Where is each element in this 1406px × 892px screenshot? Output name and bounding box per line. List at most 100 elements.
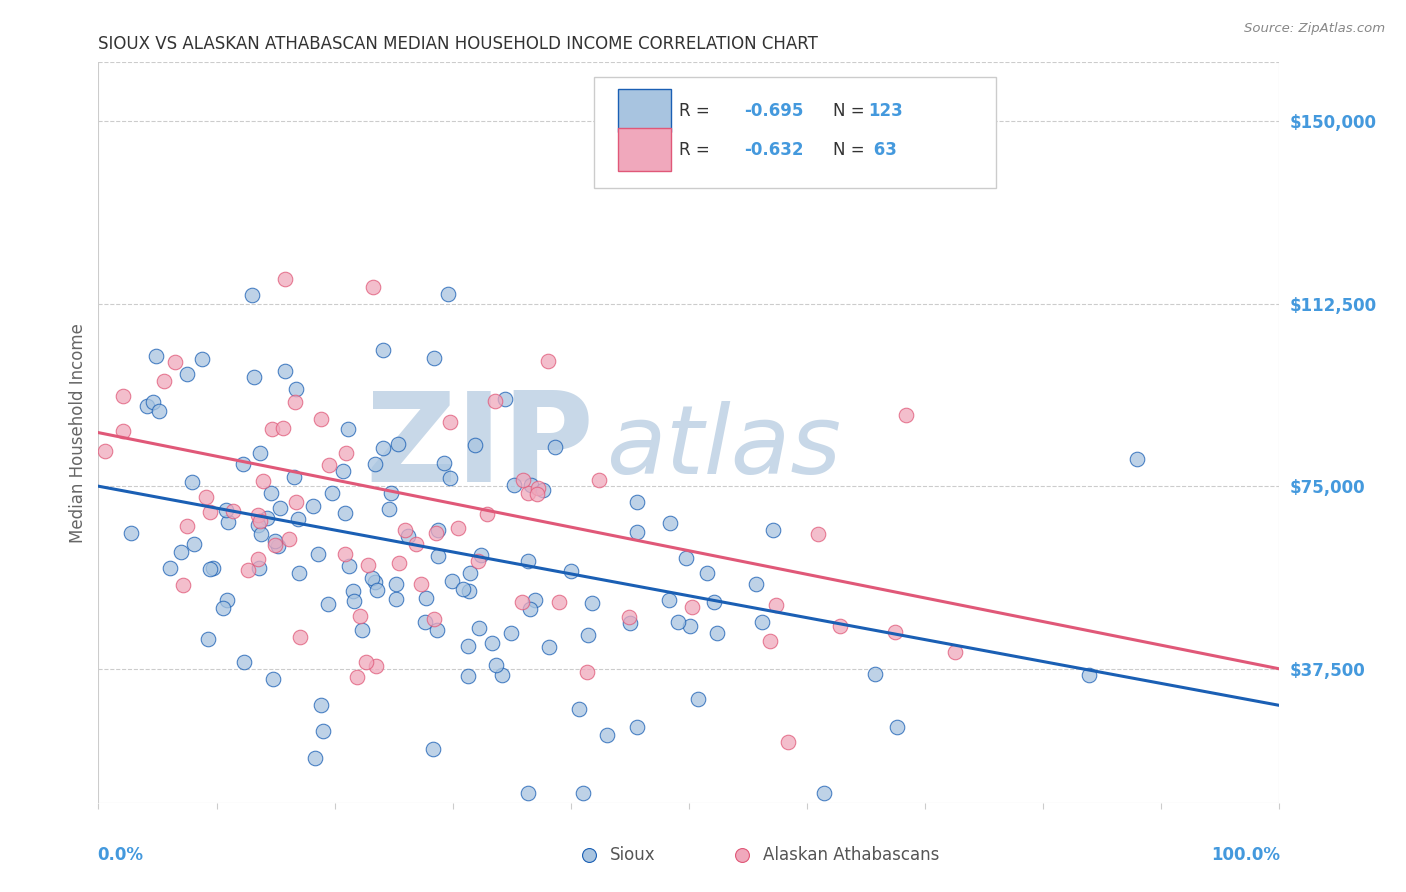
Point	[423, 351, 446, 366]
Point	[385, 577, 408, 591]
Point	[363, 575, 385, 590]
Point	[884, 625, 907, 640]
Point	[217, 515, 239, 529]
Point	[519, 601, 541, 615]
Point	[181, 475, 204, 489]
Point	[762, 523, 785, 537]
Point	[588, 473, 610, 487]
Text: N =: N =	[832, 141, 865, 159]
Text: atlas: atlas	[606, 401, 841, 494]
Point	[335, 445, 357, 459]
Point	[415, 591, 437, 605]
Point	[468, 622, 491, 636]
Point	[274, 272, 297, 286]
Point	[312, 723, 335, 738]
Point	[342, 584, 364, 599]
Text: 123: 123	[869, 102, 903, 120]
Point	[517, 486, 540, 500]
Point	[538, 640, 561, 654]
Point	[267, 539, 290, 553]
Point	[136, 399, 159, 413]
Text: R =: R =	[679, 102, 710, 120]
Point	[501, 626, 523, 640]
Point	[776, 735, 799, 749]
Point	[568, 702, 591, 716]
Point	[751, 615, 773, 629]
Point	[111, 424, 134, 438]
Point	[284, 495, 307, 509]
Point	[356, 655, 378, 669]
Point	[197, 632, 219, 647]
Point	[477, 508, 499, 522]
Point	[706, 625, 728, 640]
Point	[360, 571, 382, 585]
Point	[287, 512, 309, 526]
Point	[364, 457, 387, 471]
Point	[145, 349, 167, 363]
FancyBboxPatch shape	[619, 89, 671, 132]
Point	[526, 487, 548, 501]
Text: Sioux: Sioux	[610, 846, 655, 863]
Point	[467, 554, 489, 568]
Point	[447, 521, 470, 535]
Point	[287, 566, 309, 580]
Point	[458, 583, 481, 598]
Point	[346, 670, 368, 684]
Point	[617, 610, 640, 624]
Point	[337, 559, 360, 574]
Point	[548, 595, 571, 609]
Point	[439, 415, 461, 429]
Point	[215, 503, 238, 517]
Point	[247, 561, 270, 575]
Point	[183, 537, 205, 551]
Point	[371, 441, 394, 455]
Text: 100.0%: 100.0%	[1212, 846, 1281, 863]
Point	[658, 593, 681, 607]
Point	[405, 537, 427, 551]
Point	[388, 557, 411, 571]
Point	[233, 656, 256, 670]
Point	[361, 280, 384, 294]
Point	[336, 421, 359, 435]
Point	[283, 470, 305, 484]
Point	[494, 392, 516, 407]
Point	[396, 529, 419, 543]
Point	[596, 728, 619, 742]
Point	[1126, 452, 1149, 467]
Point	[318, 458, 340, 472]
Point	[626, 720, 648, 734]
Point	[343, 593, 366, 607]
Point	[1078, 667, 1101, 681]
Point	[828, 619, 851, 633]
Point	[470, 548, 492, 562]
Point	[679, 618, 702, 632]
Point	[153, 374, 176, 388]
Point	[307, 547, 329, 561]
Point	[311, 412, 333, 426]
Point	[366, 582, 388, 597]
Point	[277, 533, 299, 547]
Point	[335, 507, 357, 521]
Point	[264, 538, 287, 552]
Point	[288, 630, 311, 644]
Point	[813, 786, 835, 800]
Point	[366, 659, 388, 673]
Point	[163, 355, 186, 369]
Point	[759, 634, 782, 648]
Point	[425, 525, 447, 540]
Point	[765, 599, 787, 613]
Point	[260, 486, 283, 500]
Point	[195, 490, 218, 504]
Point	[503, 477, 526, 491]
Point	[745, 576, 768, 591]
Point	[352, 623, 374, 637]
Point	[232, 457, 254, 471]
Point	[301, 499, 323, 513]
Point	[686, 692, 709, 706]
Point	[142, 395, 165, 409]
Point	[243, 370, 266, 384]
Point	[332, 464, 354, 478]
Point	[517, 553, 540, 567]
Point	[440, 574, 463, 588]
Point	[484, 393, 506, 408]
